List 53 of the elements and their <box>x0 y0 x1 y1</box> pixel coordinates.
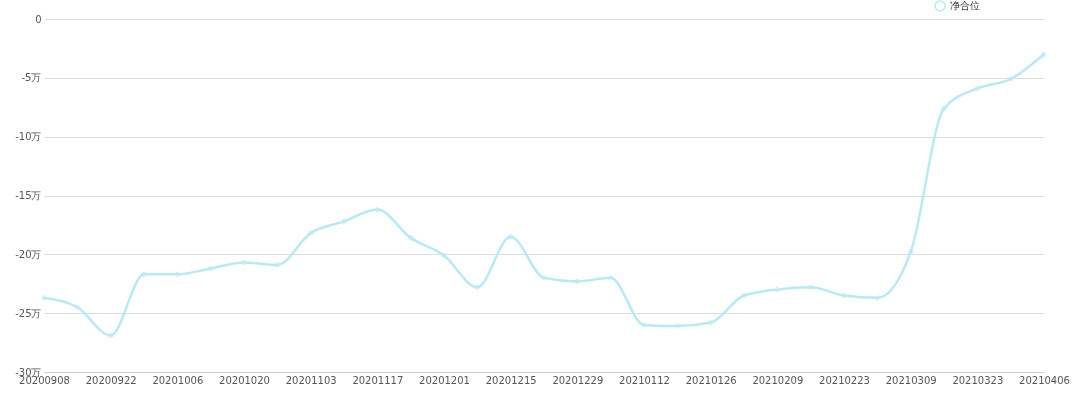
x-tick-label: 20201006 <box>152 374 204 386</box>
point <box>608 275 614 281</box>
point <box>308 230 314 236</box>
point <box>874 295 880 301</box>
x-tick-label: 20210126 <box>685 374 737 386</box>
point <box>74 304 80 310</box>
x-tick-label: 20210309 <box>885 374 937 386</box>
point <box>174 271 180 277</box>
point <box>474 284 480 290</box>
point <box>541 275 547 281</box>
y-tick-label: -5万 <box>21 72 42 84</box>
x-tick-label: 20210406 <box>1019 374 1070 386</box>
point <box>1041 51 1047 57</box>
x-tick-label: 20201201 <box>419 374 470 386</box>
point <box>41 295 47 301</box>
x-tick-label: 20201103 <box>285 374 337 386</box>
point <box>341 218 347 224</box>
y-tick-label: -10万 <box>15 131 42 143</box>
point <box>141 271 147 277</box>
point <box>241 259 247 266</box>
point <box>741 292 747 299</box>
x-tick-label: 20210112 <box>619 374 670 386</box>
point <box>641 322 647 328</box>
legend-label: 净合位 <box>950 0 980 11</box>
point <box>941 105 947 112</box>
y-tick-label: -20万 <box>15 248 42 260</box>
x-tick-label: 20210209 <box>752 374 804 386</box>
x-tick-label: 20200922 <box>85 374 137 386</box>
point <box>108 332 114 339</box>
point <box>808 284 814 290</box>
y-tick-label: 0 <box>35 13 42 25</box>
x-tick-label: 20201117 <box>352 374 404 386</box>
y-tick-label: -25万 <box>15 307 42 319</box>
point <box>774 287 780 293</box>
point <box>408 235 414 241</box>
point <box>574 278 580 285</box>
point <box>1008 76 1014 82</box>
point <box>374 207 380 213</box>
point <box>708 319 714 326</box>
x-tick-label: 20210223 <box>819 374 870 386</box>
point <box>841 292 847 299</box>
point <box>908 249 914 255</box>
point <box>674 323 680 329</box>
point <box>274 262 280 268</box>
point <box>208 265 214 272</box>
point <box>508 234 514 240</box>
y-tick-label: -15万 <box>15 190 42 201</box>
x-tick-label: 20201020 <box>219 374 270 386</box>
point <box>974 85 980 92</box>
x-tick-label: 20210323 <box>952 374 1004 386</box>
x-tick-label: 20201215 <box>485 374 537 386</box>
x-tick-label: 20201229 <box>552 374 604 386</box>
point <box>441 252 447 259</box>
